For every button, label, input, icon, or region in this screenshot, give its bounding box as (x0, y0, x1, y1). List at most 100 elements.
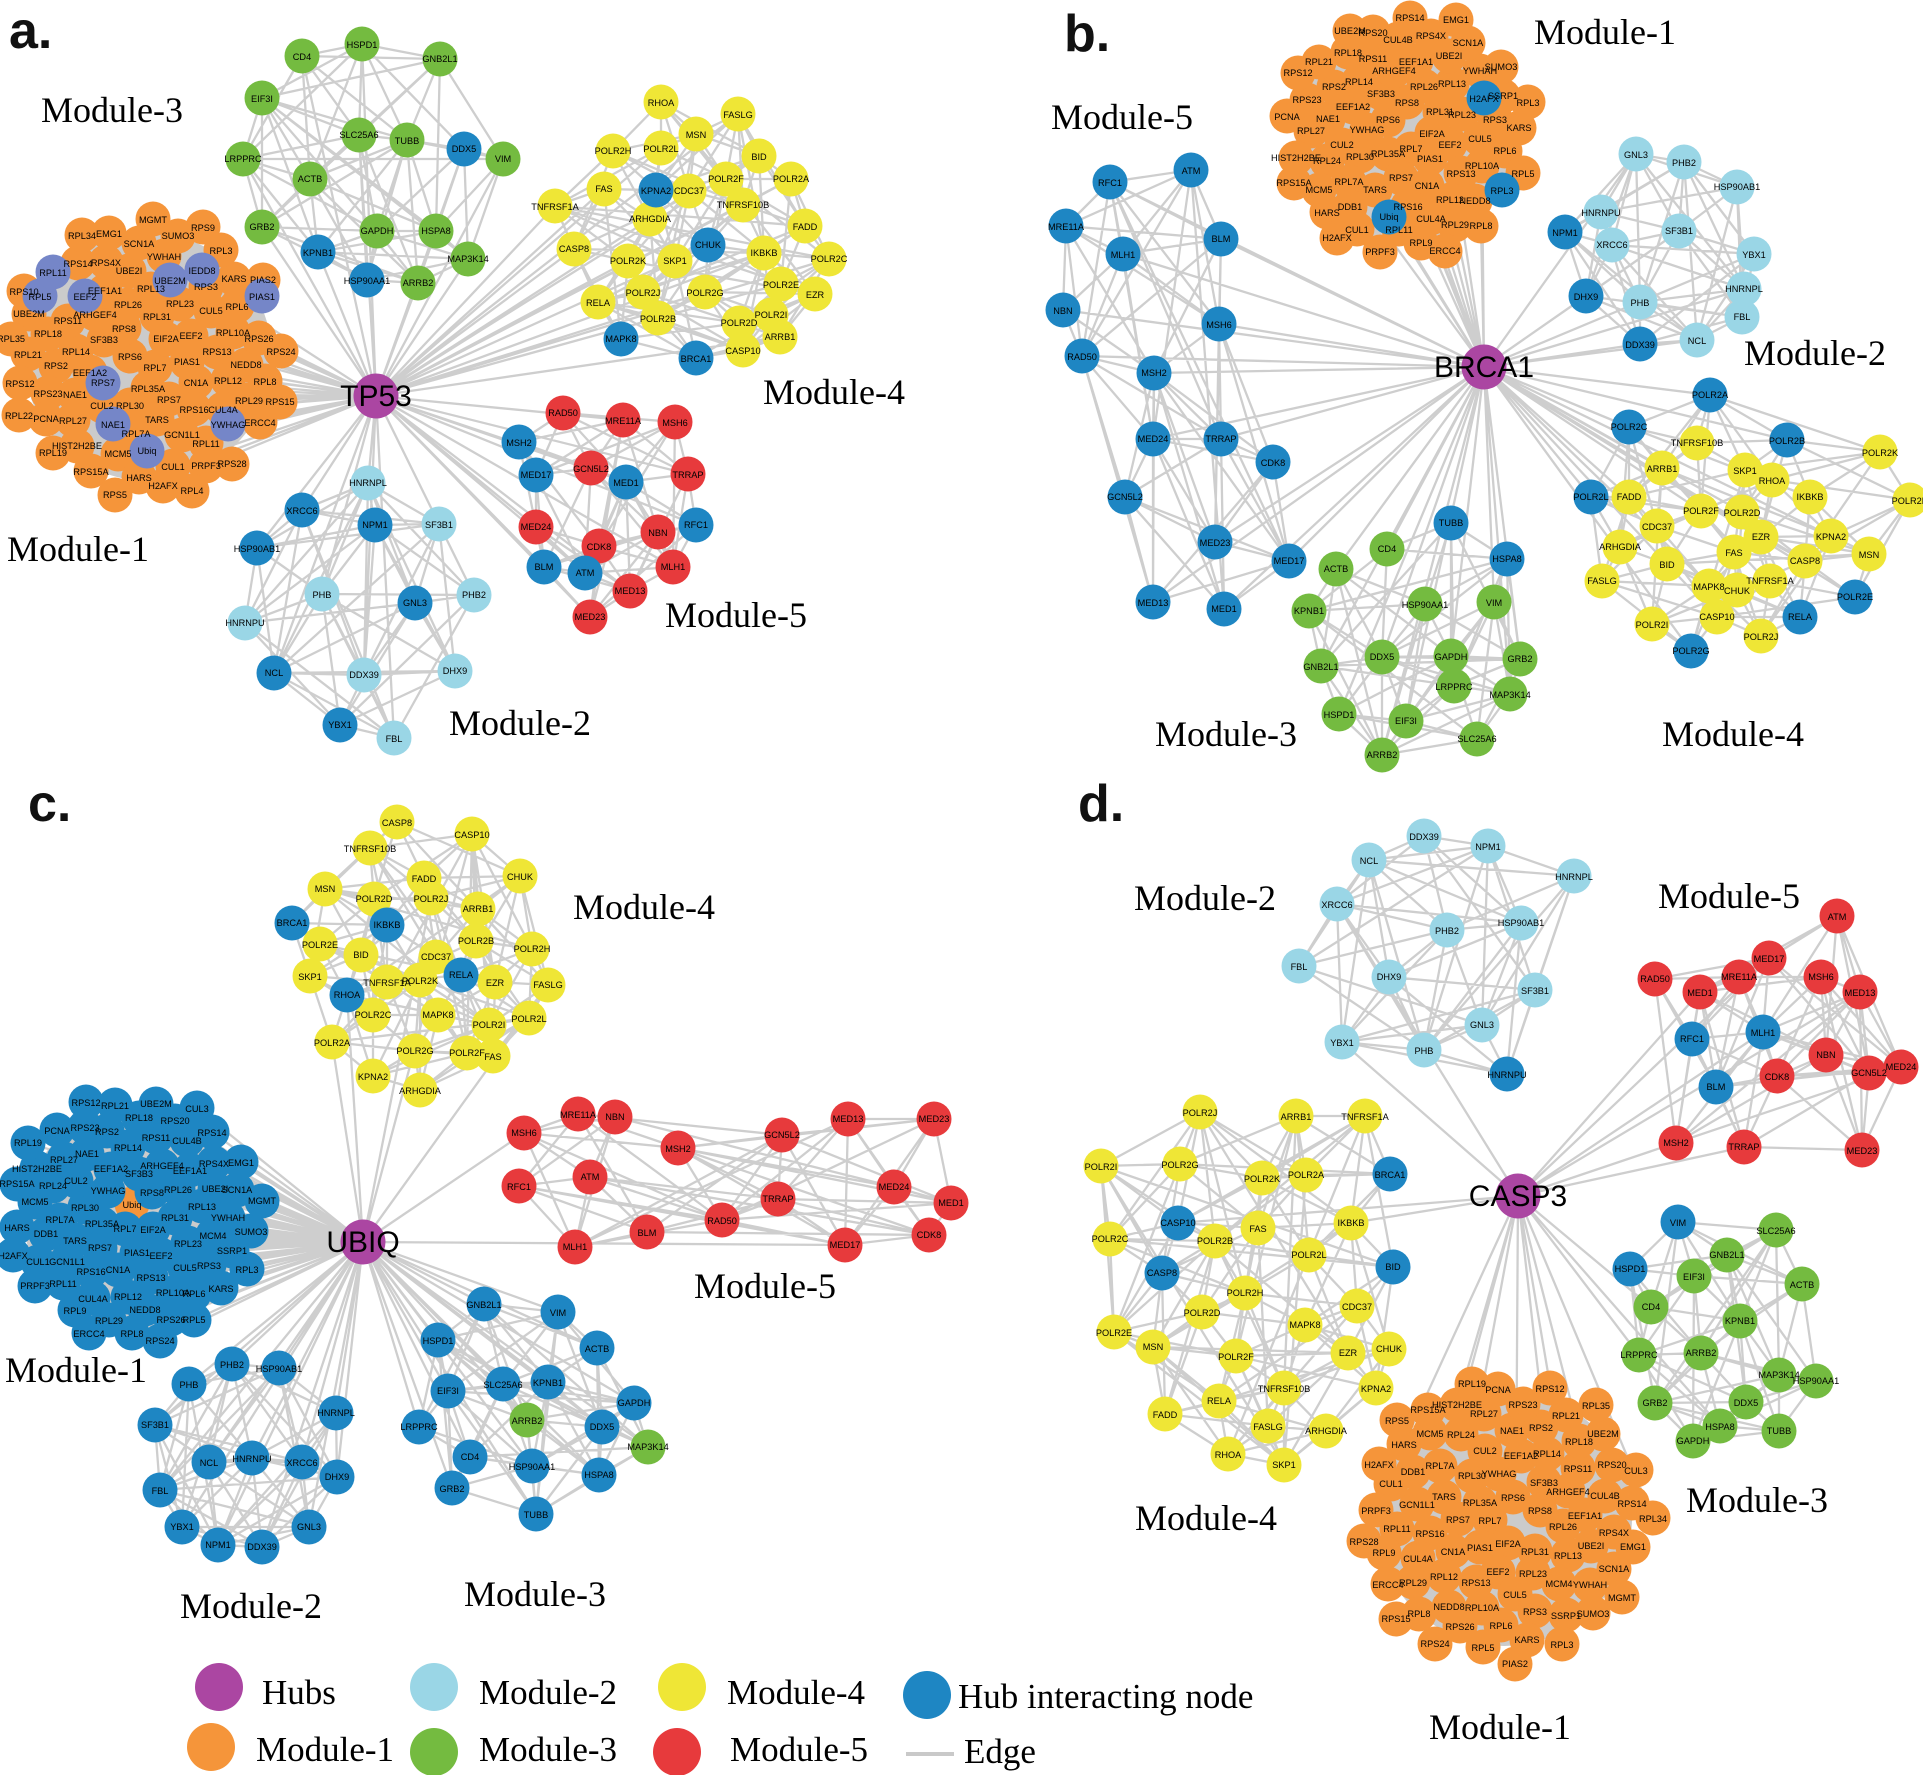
svg-text:RPL26: RPL26 (164, 1185, 192, 1195)
svg-text:RPL31: RPL31 (161, 1213, 189, 1223)
svg-text:NEDD8: NEDD8 (1459, 196, 1490, 206)
svg-text:Module-3: Module-3 (1155, 714, 1297, 754)
svg-text:SUMO3: SUMO3 (1485, 62, 1518, 72)
svg-text:SF3B1: SF3B1 (1665, 226, 1693, 236)
svg-text:VIM: VIM (1670, 1218, 1686, 1228)
svg-text:MRE11A: MRE11A (1721, 972, 1758, 982)
svg-text:RPS16: RPS16 (1393, 202, 1422, 212)
svg-text:MRE11A: MRE11A (1048, 222, 1085, 232)
svg-text:EZR: EZR (1752, 532, 1771, 542)
svg-text:MED24: MED24 (879, 1182, 910, 1192)
svg-text:EIF3I: EIF3I (1395, 716, 1417, 726)
svg-text:MSN: MSN (1143, 1342, 1163, 1352)
svg-text:RPS5: RPS5 (1385, 1416, 1409, 1426)
svg-text:IKBKB: IKBKB (373, 920, 400, 930)
svg-text:RPL3: RPL3 (1517, 98, 1540, 108)
svg-text:ARRB2: ARRB2 (1367, 750, 1398, 760)
svg-text:CUL3: CUL3 (1624, 1466, 1648, 1476)
svg-text:RPL14: RPL14 (114, 1143, 142, 1153)
svg-text:GCN1L1: GCN1L1 (49, 1257, 85, 1267)
svg-text:RPL7: RPL7 (1400, 144, 1423, 154)
svg-text:MAP3K14: MAP3K14 (1489, 690, 1530, 700)
svg-text:HSP90AB1: HSP90AB1 (256, 1364, 302, 1374)
svg-text:RAD50: RAD50 (548, 408, 578, 418)
svg-text:RPL34: RPL34 (1639, 1514, 1667, 1524)
svg-text:POLR2K: POLR2K (610, 256, 647, 266)
svg-text:EEF2: EEF2 (74, 292, 97, 302)
svg-text:NAE1: NAE1 (75, 1149, 99, 1159)
svg-text:RPL6: RPL6 (226, 302, 249, 312)
svg-text:RPL21: RPL21 (101, 1101, 129, 1111)
svg-text:PHB: PHB (1415, 1046, 1434, 1056)
svg-text:CASP8: CASP8 (559, 244, 589, 254)
svg-text:RPL8: RPL8 (254, 377, 277, 387)
svg-text:POLR2I: POLR2I (473, 1020, 506, 1030)
svg-text:POLR2L: POLR2L (1291, 1250, 1326, 1260)
svg-text:RPL27: RPL27 (50, 1155, 78, 1165)
svg-text:CUL5: CUL5 (1503, 1590, 1527, 1600)
svg-text:RHOA: RHOA (1759, 476, 1786, 486)
svg-text:PCNA: PCNA (44, 1126, 70, 1136)
svg-text:RPL3: RPL3 (210, 246, 233, 256)
svg-text:HSP90AB1: HSP90AB1 (234, 544, 280, 554)
svg-text:PHB: PHB (1631, 298, 1650, 308)
svg-text:RPL6: RPL6 (1490, 1621, 1513, 1631)
svg-text:TNFRSF10B: TNFRSF10B (717, 200, 770, 210)
svg-text:RPL9: RPL9 (64, 1306, 87, 1316)
svg-text:RPL13: RPL13 (137, 284, 165, 294)
svg-text:GNB2L1: GNB2L1 (1303, 662, 1338, 672)
svg-text:TNFRSF1A: TNFRSF1A (1746, 576, 1794, 586)
svg-text:SF3B3: SF3B3 (90, 335, 118, 345)
svg-text:TRRAP: TRRAP (762, 1194, 793, 1204)
svg-text:POLR2B: POLR2B (458, 936, 494, 946)
svg-text:RPS5: RPS5 (103, 490, 127, 500)
svg-text:SKP1: SKP1 (663, 256, 687, 266)
svg-text:HNRNPU: HNRNPU (232, 1454, 271, 1464)
svg-text:FADD: FADD (1617, 492, 1642, 502)
svg-text:GNL3: GNL3 (403, 598, 427, 608)
svg-text:ARRB1: ARRB1 (1647, 464, 1678, 474)
svg-text:H2AFX: H2AFX (1469, 94, 1499, 104)
svg-text:GAPDH: GAPDH (1677, 1436, 1710, 1446)
svg-text:RPL7A: RPL7A (121, 429, 151, 439)
svg-text:RPS13: RPS13 (202, 347, 231, 357)
svg-text:CDK8: CDK8 (1261, 458, 1286, 468)
svg-text:BLM: BLM (1212, 234, 1231, 244)
svg-text:PHB2: PHB2 (1672, 158, 1696, 168)
svg-text:TUBB: TUBB (395, 136, 420, 146)
svg-text:RELA: RELA (449, 970, 474, 980)
svg-text:RPS3: RPS3 (197, 1261, 221, 1271)
svg-text:POLR2G: POLR2G (1672, 646, 1709, 656)
svg-text:RPL7A: RPL7A (45, 1215, 75, 1225)
svg-text:RPL14: RPL14 (62, 347, 90, 357)
svg-text:XRCC6: XRCC6 (1321, 900, 1352, 910)
svg-text:RPL27: RPL27 (1297, 126, 1325, 136)
svg-text:RPS15A: RPS15A (73, 467, 109, 477)
svg-text:HSPD1: HSPD1 (1324, 710, 1355, 720)
svg-text:RPL19: RPL19 (14, 1138, 42, 1148)
svg-text:POLR2I: POLR2I (1636, 620, 1669, 630)
svg-text:Module-1: Module-1 (5, 1350, 147, 1390)
svg-text:CDK8: CDK8 (917, 1230, 942, 1240)
svg-text:RPL21: RPL21 (1552, 1411, 1580, 1421)
svg-text:ATM: ATM (1182, 166, 1201, 176)
svg-text:KPNA2: KPNA2 (641, 186, 671, 196)
svg-text:UBE2I: UBE2I (202, 1184, 229, 1194)
svg-text:MCM4: MCM4 (199, 1231, 226, 1241)
svg-text:NCL: NCL (265, 668, 283, 678)
svg-text:FADD: FADD (793, 222, 818, 232)
svg-text:NAE1: NAE1 (1500, 1426, 1524, 1436)
svg-text:HNRNPU: HNRNPU (1581, 208, 1620, 218)
svg-text:RPS23: RPS23 (1292, 95, 1321, 105)
svg-text:POLR2B: POLR2B (640, 314, 676, 324)
svg-text:MAP3K14: MAP3K14 (1758, 1370, 1799, 1380)
svg-text:ARHGDIA: ARHGDIA (399, 1086, 442, 1096)
svg-text:TARS: TARS (63, 1236, 87, 1246)
svg-text:UBE2M: UBE2M (140, 1099, 172, 1109)
svg-text:ATM: ATM (1828, 912, 1847, 922)
svg-text:Module-2: Module-2 (449, 703, 591, 743)
svg-text:DHX9: DHX9 (325, 1472, 350, 1482)
svg-text:RPL3: RPL3 (1491, 186, 1514, 196)
svg-text:NBN: NBN (605, 1112, 624, 1122)
svg-text:YBX1: YBX1 (1330, 1038, 1354, 1048)
